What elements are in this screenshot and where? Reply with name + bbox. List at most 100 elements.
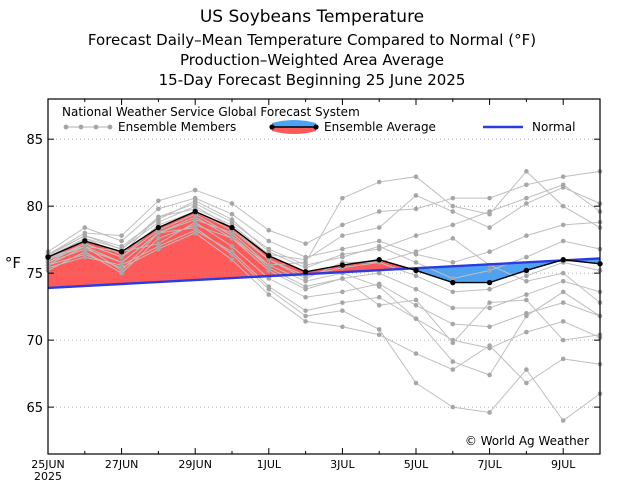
ensemble-member-point — [450, 195, 456, 201]
ensemble-member-point — [340, 195, 345, 201]
ensemble-member-point — [413, 286, 419, 292]
ensemble-member-point — [524, 273, 529, 279]
ensemble-member-point — [266, 227, 272, 233]
ensemble-member-point — [487, 343, 492, 348]
ensemble-member-point — [450, 404, 456, 410]
ensemble-member-point — [156, 198, 161, 204]
ensemble-member-point — [192, 225, 198, 230]
ensemble-member-point — [560, 182, 566, 188]
ensemble-member-line-9 — [47, 170, 601, 272]
ensemble-member-point — [413, 316, 419, 322]
x-tick-label: 9JUL — [551, 458, 576, 471]
ensemble-member-point — [487, 225, 492, 230]
ensemble-member-point — [266, 286, 272, 292]
ensemble-average-point — [155, 224, 162, 231]
ensemble-member-point — [413, 174, 419, 179]
ensemble-member-point — [560, 289, 566, 295]
chart-subtitle-3: 15-Day Forecast Beginning 25 June 2025 — [159, 71, 466, 89]
legend-average-label: Ensemble Average — [324, 120, 436, 134]
ensemble-member-point — [376, 303, 382, 308]
ensemble-member-point — [229, 244, 235, 249]
ensemble-average-point — [192, 208, 198, 215]
ensemble-member-point — [413, 297, 419, 303]
ensemble-member-point — [560, 270, 566, 276]
ensemble-member-point — [487, 324, 492, 330]
ensemble-member-point — [413, 380, 419, 386]
ensemble-member-point — [487, 195, 492, 201]
ensemble-member-point — [229, 233, 235, 238]
ensemble-member-point — [376, 294, 382, 300]
copyright-text: © World Ag Weather — [465, 434, 589, 448]
ensemble-average-point — [560, 257, 566, 263]
ensemble-member-point — [119, 238, 124, 244]
ensemble-member-point — [303, 260, 308, 265]
ensemble-member-point — [524, 329, 529, 335]
chart-subtitle-2: Production–Weighted Area Average — [180, 51, 444, 69]
ensemble-member-point — [119, 265, 124, 271]
ensemble-member-point — [524, 195, 529, 201]
ensemble-member-point — [266, 292, 272, 297]
ensemble-member-point — [376, 284, 382, 289]
ensemble-member-point — [450, 321, 456, 327]
ensemble-member-point — [192, 217, 198, 222]
ensemble-member-point — [156, 206, 161, 212]
ensemble-member-line-10 — [47, 224, 601, 376]
ensemble-average-point — [376, 257, 382, 263]
normal-line — [47, 257, 601, 290]
ensemble-member-point — [524, 201, 529, 206]
ensemble-member-point — [524, 182, 529, 188]
ensemble-members-layer — [45, 169, 603, 423]
ensemble-member-point — [487, 305, 492, 311]
ensemble-member-line-11 — [47, 227, 601, 422]
ensemble-member-point — [340, 222, 345, 228]
ensemble-member-point — [229, 217, 235, 222]
ensemble-member-point — [192, 187, 198, 193]
ensemble-member-point — [450, 222, 456, 228]
ensemble-member-point — [450, 289, 456, 295]
ensemble-member-point — [303, 294, 308, 300]
ensemble-member-point — [487, 300, 492, 305]
chart-title: US Soybeans Temperature — [200, 7, 424, 27]
ensemble-member-point — [450, 203, 456, 209]
x-tick-label: 7JUL — [477, 458, 502, 471]
ensemble-member-point — [156, 236, 161, 241]
ensemble-member-point — [266, 238, 272, 244]
ensemble-average-point — [266, 253, 272, 259]
ensemble-member-point — [487, 410, 492, 415]
ensemble-member-point — [560, 278, 566, 284]
ensemble-member-point — [413, 206, 419, 212]
ensemble-member-point — [376, 246, 382, 252]
ensemble-member-point — [303, 265, 308, 271]
ensemble-member-point — [413, 260, 419, 265]
ensemble-member-point — [340, 233, 345, 238]
ensemble-member-point — [82, 252, 88, 257]
ensemble-member-point — [450, 367, 456, 372]
ensemble-member-point — [487, 268, 492, 273]
legend-average-swatch — [269, 120, 319, 134]
ensemble-member-point — [340, 289, 345, 295]
ensemble-member-point — [303, 276, 308, 281]
ensemble-average-point — [82, 238, 88, 244]
ensemble-member-point — [340, 308, 345, 313]
ensemble-member-point — [524, 313, 529, 319]
ensemble-member-point — [450, 340, 456, 346]
ensemble-member-point — [524, 254, 529, 260]
ensemble-member-point — [413, 233, 419, 238]
ensemble-member-point — [340, 252, 345, 257]
ensemble-member-point — [376, 327, 382, 332]
ensemble-member-point — [229, 252, 235, 257]
ensemble-member-point — [119, 270, 124, 276]
ensemble-member-line-12 — [47, 232, 601, 384]
ensemble-member-point — [487, 286, 492, 292]
y-tick-label: 70 — [26, 334, 43, 349]
ensemble-member-line-3 — [47, 210, 601, 293]
ensemble-member-point — [192, 198, 198, 204]
axes-layer: 65 70 75 80 85 25JUN 27JUN 29JUN 1JUL 3JUL 5JUL 7JU… — [26, 99, 601, 482]
x-tick-year-label: 2025 — [34, 470, 62, 482]
ensemble-member-point — [524, 292, 529, 297]
ensemble-average-point — [302, 269, 309, 275]
ensemble-member-point — [192, 203, 198, 209]
ensemble-member-point — [229, 257, 235, 263]
ensemble-average-point — [339, 262, 346, 268]
ensemble-member-point — [487, 209, 492, 214]
